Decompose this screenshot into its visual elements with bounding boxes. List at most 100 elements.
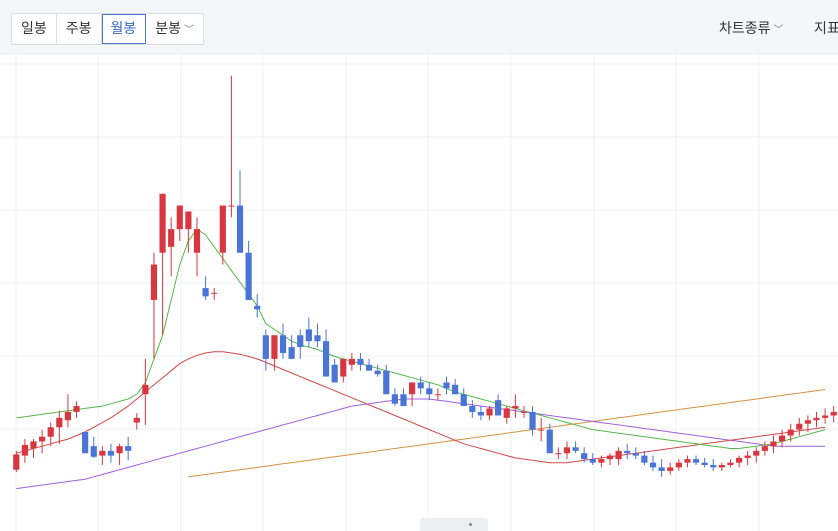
chart-grid xyxy=(0,54,838,531)
indicator-label: 지표 xyxy=(814,21,838,37)
candle-up xyxy=(753,450,760,456)
candle-down xyxy=(236,205,244,253)
candle-up xyxy=(116,446,123,454)
candle-up xyxy=(99,450,106,456)
chevron-down-icon: ﹀ xyxy=(184,25,195,36)
candle-down xyxy=(658,467,665,471)
candle-down xyxy=(391,394,398,404)
candle-down xyxy=(460,394,467,407)
candle-up xyxy=(64,411,72,421)
candle-up xyxy=(219,205,226,253)
candle-up xyxy=(21,444,29,456)
candle-down xyxy=(322,341,330,377)
chart-scroll-handle[interactable] xyxy=(420,518,488,531)
candle-up xyxy=(796,423,803,430)
candle-up xyxy=(563,447,571,454)
candle-up xyxy=(606,455,614,460)
tab-daily[interactable]: 일봉 xyxy=(12,14,57,44)
candle-up xyxy=(512,406,519,409)
candle-up xyxy=(39,436,46,442)
tab-monthly-label: 월봉 xyxy=(110,21,137,37)
candle-up xyxy=(30,441,37,449)
candle-down xyxy=(357,358,364,365)
candle-up xyxy=(168,229,175,247)
candle-down xyxy=(314,335,321,342)
candle-up xyxy=(830,411,837,416)
candle-up xyxy=(228,205,235,207)
ma5-line xyxy=(16,228,826,449)
candle-down xyxy=(365,364,373,371)
candle-down xyxy=(710,465,717,468)
ma120-line xyxy=(188,389,826,478)
candle-down xyxy=(305,329,312,342)
candle-up xyxy=(598,459,605,463)
candle-down xyxy=(417,382,424,389)
chart-type-dropdown[interactable]: 차트종류 ﹀ xyxy=(719,18,784,38)
candle-up xyxy=(684,459,691,463)
candle-up xyxy=(142,384,149,395)
moving-average-lines xyxy=(16,228,826,490)
candle-down xyxy=(701,462,708,466)
candle-up xyxy=(520,411,528,413)
tab-minute[interactable]: 분봉 ﹀ xyxy=(146,14,203,44)
candle-down xyxy=(426,388,433,395)
candle-up xyxy=(176,205,183,230)
candle-down xyxy=(572,447,579,451)
candle-up xyxy=(13,454,20,470)
candle-down xyxy=(624,450,631,454)
candle-down xyxy=(443,382,450,389)
candle-up xyxy=(821,415,829,418)
candle-down xyxy=(383,370,390,395)
period-tabs: 일봉 주봉 월봉 분봉 ﹀ xyxy=(11,13,205,45)
candle-down xyxy=(641,455,648,463)
candle-up xyxy=(348,358,355,365)
tab-minute-label: 분봉 xyxy=(155,21,182,37)
candle-up xyxy=(615,450,622,460)
candle-up xyxy=(408,382,416,395)
tab-monthly[interactable]: 월봉 xyxy=(101,14,147,44)
candle-down xyxy=(262,335,269,359)
candle-up xyxy=(813,417,820,421)
candle-down xyxy=(477,411,485,416)
candle-up xyxy=(718,465,725,468)
candle-down xyxy=(107,450,115,456)
candles xyxy=(13,75,837,477)
candle-down xyxy=(245,252,252,300)
candle-up xyxy=(47,427,54,437)
candle-up xyxy=(727,462,734,466)
candle-up xyxy=(211,292,218,294)
candle-down xyxy=(90,446,97,457)
tab-weekly-label: 주봉 xyxy=(65,21,92,37)
tab-weekly[interactable]: 주봉 xyxy=(57,14,102,44)
candle-down xyxy=(495,400,502,416)
ma60-line xyxy=(16,398,826,490)
candle-down xyxy=(469,406,476,412)
candle-up xyxy=(56,417,63,428)
price-chart[interactable] xyxy=(0,54,838,531)
handle-grip-icon xyxy=(469,523,472,526)
candle-down xyxy=(297,335,304,348)
candle-down xyxy=(374,370,381,375)
candle-up xyxy=(804,420,811,424)
candle-up xyxy=(159,193,166,253)
tab-daily-label: 일봉 xyxy=(21,21,47,37)
candle-up xyxy=(667,467,674,471)
candle-up xyxy=(271,335,278,359)
candle-down xyxy=(254,305,261,310)
candle-down xyxy=(632,453,639,456)
candle-down xyxy=(331,364,338,383)
candle-down xyxy=(529,411,536,430)
indicator-menu[interactable]: 지표 xyxy=(814,18,838,38)
candle-up xyxy=(778,435,786,442)
candlestick-chart xyxy=(0,54,838,531)
candle-down xyxy=(581,453,588,460)
candle-down xyxy=(125,446,132,451)
candle-up xyxy=(193,229,201,253)
candle-up xyxy=(744,455,751,458)
candle-up xyxy=(133,417,140,423)
candle-down xyxy=(82,432,89,454)
candle-up xyxy=(787,429,794,436)
candle-up xyxy=(761,446,768,451)
candle-up xyxy=(503,408,510,418)
chevron-down-icon: ﹀ xyxy=(773,25,784,36)
